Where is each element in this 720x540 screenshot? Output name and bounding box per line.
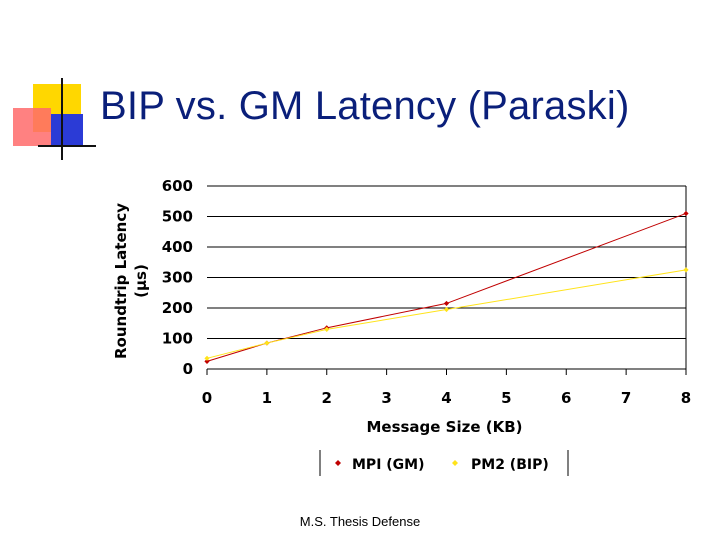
slide-title: BIP vs. GM Latency (Paraski) (100, 84, 630, 128)
y-tick-label-100: 100 (162, 330, 193, 348)
x-tick-label-5: 5 (501, 389, 511, 407)
slide-footer: M.S. Thesis Defense (299, 514, 421, 529)
series-1-point-4 (443, 300, 450, 307)
y-tick-label-0: 0 (183, 360, 193, 378)
series-line-1 (206, 212, 687, 362)
x-tick-label-4: 4 (441, 389, 451, 407)
legend-marker-2 (452, 460, 458, 466)
x-tick-label-2: 2 (322, 389, 332, 407)
y-axis-label: Roundtrip Latency (µs) (112, 203, 150, 359)
x-tick-label-0: 0 (202, 389, 212, 407)
x-tick-label-3: 3 (381, 389, 391, 407)
series-2-point-5 (683, 267, 689, 273)
legend-label-2: PM2 (BIP) (471, 457, 549, 473)
series-2-point-3 (324, 326, 330, 332)
x-tick-label-6: 6 (561, 389, 571, 407)
decoration-red-square (13, 108, 51, 146)
y-tick-label-600: 600 (162, 177, 193, 195)
x-tick-label-8: 8 (681, 389, 691, 407)
decoration-blue-square (51, 114, 83, 146)
series-1-point-1 (204, 358, 210, 364)
x-axis-label: Message Size (KB) (366, 418, 522, 436)
x-tick-label-1: 1 (262, 389, 272, 407)
series-1-point-5 (683, 210, 689, 217)
y-tick-label-400: 400 (162, 238, 193, 256)
series-2-point-1 (204, 355, 210, 361)
y-tick-label-300: 300 (162, 269, 193, 287)
y-tick-label-500: 500 (162, 208, 193, 226)
legend-marker-1 (335, 460, 341, 466)
series-2-point-4 (443, 306, 450, 313)
y-tick-label-200: 200 (162, 299, 193, 317)
legend-label-1: MPI (GM) (352, 457, 425, 473)
series-2-point-2 (264, 340, 270, 346)
x-tick-label-7: 7 (621, 389, 631, 407)
series-line-2 (206, 269, 687, 359)
